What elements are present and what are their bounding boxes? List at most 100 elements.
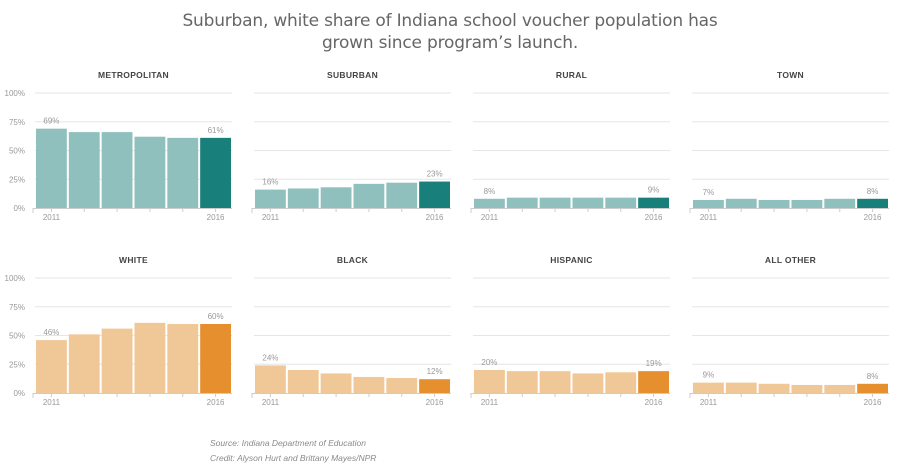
data-label: 61% (208, 126, 224, 135)
bar-2012 (287, 188, 319, 208)
bar-2013 (758, 383, 790, 393)
bar-2015 (824, 198, 856, 208)
x-tick-label: 2016 (207, 213, 225, 222)
bar-2016 (638, 371, 669, 393)
y-tick-label: 75% (9, 303, 25, 312)
data-label: 7% (703, 188, 715, 197)
bar-2016 (857, 383, 888, 393)
bar-2011 (36, 128, 67, 208)
x-tick-label: 2016 (864, 213, 882, 222)
data-label: 9% (648, 186, 660, 195)
x-tick-label: 2011 (262, 213, 280, 222)
x-tick-label: 2011 (700, 398, 718, 407)
bar-2013 (539, 197, 571, 208)
bar-2013 (101, 132, 133, 208)
bar-2016 (200, 137, 231, 208)
x-tick-label: 2016 (645, 213, 663, 222)
bar-2016 (419, 181, 450, 208)
panel-title: HISPANIC (550, 255, 592, 265)
bar-2012 (506, 197, 538, 208)
chart-footer: Source: Indiana Department of Education … (210, 436, 376, 466)
x-tick-label: 2016 (864, 398, 882, 407)
bar-2015 (167, 324, 199, 393)
data-label: 8% (484, 187, 496, 196)
panel-title: BLACK (337, 255, 369, 265)
bar-2015 (824, 384, 856, 393)
data-label: 20% (481, 358, 497, 367)
x-tick-label: 2016 (645, 398, 663, 407)
chart-title-line-1: Suburban, white share of Indiana school … (182, 11, 718, 31)
panel-title: SUBURBAN (327, 70, 378, 80)
bar-2012 (68, 334, 100, 393)
credit-note: Credit: Alyson Hurt and Brittany Mayes/N… (210, 453, 377, 463)
data-label: 60% (208, 312, 224, 321)
x-tick-label: 2016 (426, 213, 444, 222)
chart-title: Suburban, white share of Indiana school … (0, 10, 900, 54)
bar-2011 (36, 340, 67, 393)
source-note: Source: Indiana Department of Education (210, 438, 366, 448)
data-label: 46% (43, 328, 59, 337)
bar-2013 (758, 199, 790, 208)
bar-2013 (101, 328, 133, 393)
panel-title: TOWN (777, 70, 804, 80)
bar-2011 (255, 365, 286, 393)
chart-title-line-2: grown since program’s launch. (321, 33, 579, 53)
bar-2014 (134, 322, 166, 393)
data-label: 69% (43, 117, 59, 126)
bar-2011 (474, 198, 505, 208)
y-tick-label: 0% (13, 389, 25, 398)
bar-2016 (419, 379, 450, 393)
bar-2014 (572, 197, 604, 208)
bar-2014 (353, 376, 385, 393)
bar-2011 (693, 382, 724, 393)
bar-2014 (791, 384, 823, 393)
bar-2014 (572, 373, 604, 393)
panel-title: RURAL (556, 70, 587, 80)
data-label: 23% (427, 170, 443, 179)
x-tick-label: 2011 (481, 398, 499, 407)
bar-2014 (791, 199, 823, 208)
bar-2016 (200, 324, 231, 393)
y-tick-label: 50% (9, 332, 25, 341)
data-label: 9% (703, 371, 715, 380)
panel-title: METROPOLITAN (98, 70, 169, 80)
bar-2011 (255, 189, 286, 208)
x-tick-label: 2016 (426, 398, 444, 407)
data-label: 16% (262, 178, 278, 187)
bar-2013 (539, 371, 571, 393)
bar-2011 (474, 370, 505, 393)
panel-title: ALL OTHER (765, 255, 816, 265)
y-tick-label: 25% (9, 360, 25, 369)
bar-2012 (68, 132, 100, 208)
bar-2014 (353, 183, 385, 208)
x-tick-label: 2011 (262, 398, 280, 407)
x-tick-label: 2011 (700, 213, 718, 222)
data-label: 12% (427, 367, 443, 376)
bar-2015 (605, 197, 637, 208)
bar-2015 (167, 137, 199, 208)
y-tick-label: 25% (9, 175, 25, 184)
bar-2015 (386, 378, 418, 393)
x-tick-label: 2016 (207, 398, 225, 407)
bar-2011 (693, 199, 724, 208)
x-tick-label: 2011 (481, 213, 499, 222)
bar-2013 (320, 373, 352, 393)
y-tick-label: 75% (9, 118, 25, 127)
data-label: 19% (646, 359, 662, 368)
data-label: 8% (867, 187, 879, 196)
data-label: 8% (867, 372, 879, 381)
bar-2016 (638, 197, 669, 208)
bar-2013 (320, 187, 352, 208)
x-tick-label: 2011 (43, 398, 61, 407)
bar-2012 (725, 382, 757, 393)
x-tick-label: 2011 (43, 213, 61, 222)
y-tick-label: 0% (13, 204, 25, 213)
bar-2014 (134, 136, 166, 208)
bar-2012 (506, 371, 538, 393)
data-label: 24% (262, 353, 278, 362)
bar-2015 (605, 372, 637, 393)
y-tick-label: 100% (5, 274, 25, 283)
bar-2016 (857, 198, 888, 208)
y-tick-label: 100% (5, 89, 25, 98)
